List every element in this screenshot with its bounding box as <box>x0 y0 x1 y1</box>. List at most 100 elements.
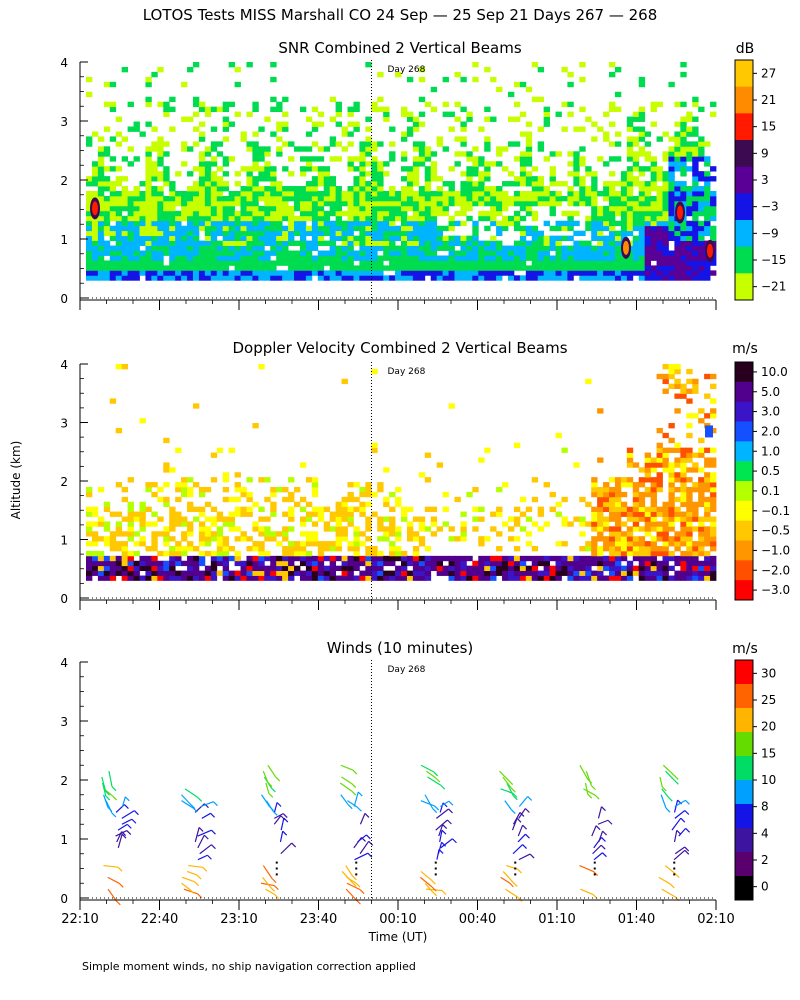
snr-cell <box>680 126 687 132</box>
velocity-cell <box>139 511 146 517</box>
snr-cell <box>365 171 372 177</box>
snr-cell <box>377 166 384 172</box>
snr-cell <box>151 215 158 222</box>
wind-barb-flag <box>665 807 671 813</box>
snr-cell <box>181 230 188 237</box>
snr-cell <box>412 121 420 127</box>
velocity-cell <box>656 477 663 483</box>
snr-cell <box>240 265 247 271</box>
velocity-cell <box>502 565 509 572</box>
velocity-cell <box>353 550 360 557</box>
velocity-cell <box>686 546 693 552</box>
snr-cell <box>579 190 586 197</box>
snr-cell <box>109 225 117 232</box>
snr-cell <box>109 205 117 212</box>
snr-cell <box>454 116 461 122</box>
snr-cell <box>311 245 319 251</box>
wind-barb <box>499 770 510 781</box>
velocity-cell <box>478 560 485 567</box>
snr-unit: dB <box>736 41 755 57</box>
snr-cell <box>115 240 123 246</box>
snr-cell <box>662 215 669 222</box>
velocity-cell <box>656 447 663 453</box>
snr-cell <box>430 265 438 271</box>
velocity-cell <box>139 536 146 542</box>
colorbar-swatch <box>735 86 753 114</box>
snr-cell <box>603 275 610 281</box>
velocity-cell <box>490 555 497 562</box>
velocity-cell <box>127 560 134 567</box>
velocity-cell <box>650 521 657 527</box>
colorbar-label: 0.1 <box>761 484 780 498</box>
snr-cell <box>157 265 164 271</box>
velocity-cell <box>686 496 693 503</box>
snr-cell <box>187 171 194 177</box>
snr-cell <box>323 176 331 182</box>
snr-cell <box>192 245 200 251</box>
velocity-cell <box>686 467 693 473</box>
velocity-cell <box>579 531 586 537</box>
wind-barb-flag <box>595 825 601 831</box>
velocity-cell <box>525 575 533 581</box>
snr-cell <box>389 225 396 232</box>
snr-cell <box>448 111 455 117</box>
snr-cell <box>103 146 111 152</box>
snr-cell <box>246 225 253 232</box>
snr-cell <box>145 76 152 83</box>
velocity-cell <box>91 565 99 572</box>
snr-cell <box>288 141 295 147</box>
velocity-cell <box>175 516 182 522</box>
snr-cell <box>710 101 717 108</box>
snr-cell <box>204 240 212 246</box>
snr-cell <box>537 66 545 73</box>
snr-cell <box>359 255 366 261</box>
velocity-cell <box>519 560 527 567</box>
velocity-cell <box>234 550 241 557</box>
snr-cell <box>323 220 331 227</box>
velocity-cell <box>674 570 681 576</box>
snr-cell <box>121 230 129 237</box>
snr-cell <box>567 275 574 281</box>
snr-cell <box>406 235 414 242</box>
velocity-cell <box>591 555 598 562</box>
velocity-cell <box>597 491 604 498</box>
snr-cell <box>181 146 188 152</box>
snr-cell <box>359 220 366 227</box>
snr-cell <box>258 176 265 182</box>
snr-cell <box>496 225 503 232</box>
wind-barb-flag <box>207 854 212 860</box>
snr-cell <box>145 101 152 108</box>
wind-barb <box>678 827 687 837</box>
snr-cell <box>680 225 687 232</box>
velocity-cell <box>151 511 158 517</box>
velocity-cell <box>632 541 640 547</box>
velocity-cell <box>644 541 652 547</box>
velocity-cell <box>353 531 360 537</box>
velocity-cell <box>204 501 212 508</box>
snr-cell <box>656 195 663 202</box>
velocity-cell <box>121 570 129 576</box>
snr-cell <box>270 171 277 177</box>
snr-cell <box>181 225 188 232</box>
snr-cell <box>692 215 699 222</box>
snr-cell <box>258 260 265 266</box>
snr-cell <box>264 200 271 207</box>
snr-cell <box>157 235 164 242</box>
snr-cell <box>609 62 616 68</box>
velocity-cell <box>502 560 509 567</box>
wind-barb-flag <box>268 792 274 798</box>
snr-cell <box>187 146 194 152</box>
snr-cell <box>555 190 562 197</box>
snr-cell <box>668 156 675 162</box>
velocity-cell <box>151 536 158 542</box>
snr-cell <box>210 275 218 281</box>
velocity-cell <box>121 516 129 522</box>
snr-cell <box>175 190 182 197</box>
snr-cell <box>347 265 354 271</box>
wind-barb <box>273 813 284 819</box>
velocity-cell <box>109 511 117 517</box>
velocity-cell <box>395 531 402 537</box>
velocity-cell <box>585 546 592 552</box>
snr-cell <box>424 156 432 162</box>
snr-cell <box>626 116 634 122</box>
